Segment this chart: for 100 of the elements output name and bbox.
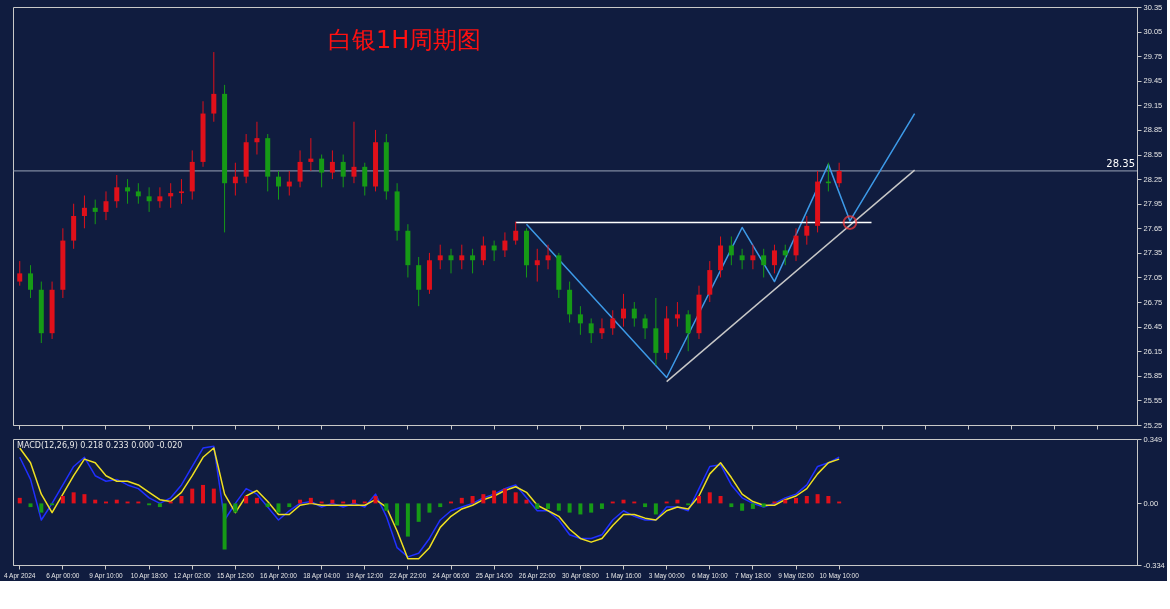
candlestick [793,227,799,262]
bar [556,503,561,511]
candlestick [329,149,335,180]
candlestick [125,178,131,205]
candlestick [599,317,605,340]
bar [17,497,22,504]
bar [244,496,249,504]
candlestick [685,309,691,352]
candlestick [81,195,87,229]
bar [276,503,281,513]
bar [578,503,583,515]
bar [373,496,378,504]
candlestick [728,235,734,266]
bar [438,503,443,508]
candlestick [631,301,637,328]
candlestick [437,244,443,270]
candlestick [103,190,109,221]
bar [718,496,723,504]
bar [643,503,648,508]
text: 白银1H周期图 [328,26,482,54]
bar [179,496,184,504]
bar [201,484,206,504]
bar [405,503,410,537]
candlestick [92,199,98,225]
candlestick [771,244,777,274]
bar [459,497,464,504]
bar [254,497,259,504]
candlestick [168,182,174,209]
candlestick [448,248,454,274]
bar [71,492,76,504]
bar [39,503,44,513]
candlestick [276,170,281,201]
bar [750,503,755,509]
candlestick [28,264,34,299]
bar [589,503,594,513]
candlestick [470,248,476,274]
bar [729,503,734,508]
candlestick [750,244,756,270]
candlestick [621,293,627,328]
candlestick [642,313,648,340]
candlestick [362,162,368,197]
bar [287,503,292,508]
bar [82,494,87,504]
candlestick [351,121,357,184]
chart-title: MACD(12,26,9) 0.218 0.233 0.000 -0.020 [17,441,183,450]
candlestick [804,215,810,246]
bar [740,503,745,511]
candlestick [459,244,465,270]
candlestick [502,231,508,258]
bar [599,503,604,509]
bar [395,503,400,526]
bar [826,496,831,504]
bar [804,496,809,504]
candlestick [761,248,767,278]
candlestick [114,174,120,209]
candlestick [340,154,346,188]
bar [815,494,820,504]
candlestick [836,162,842,188]
bar [28,503,33,508]
bar [502,488,507,504]
candlestick [610,309,616,336]
candlestick [534,248,540,283]
bar [546,503,551,509]
bar [707,492,712,504]
bar [696,496,701,504]
line-series [525,112,916,379]
bar [794,497,799,504]
bar [190,488,195,504]
ref-line-label: 28.35 [1106,157,1135,169]
candlestick [254,121,260,156]
bar [492,490,497,504]
bar [211,488,216,504]
bar [567,503,572,513]
bar [265,503,270,508]
bar [384,503,389,511]
candlestick [513,221,519,246]
candlestick [17,260,23,287]
bar [481,494,486,504]
candlestick [782,244,788,266]
candlestick [319,154,325,188]
candlestick [157,186,163,209]
candlestick [739,248,745,270]
bar [535,503,540,509]
candlestick [211,51,217,123]
bar [470,496,475,504]
bar [308,497,313,504]
candlestick [146,186,152,213]
bar [60,496,65,504]
bar [427,503,432,513]
bar [222,503,227,550]
candlestick [588,317,594,344]
candlestick [545,244,551,270]
bar [761,503,766,508]
candlestick [674,301,680,328]
bar [157,503,162,508]
candlestick [232,162,238,197]
candlestick [308,137,314,172]
bar [653,503,658,515]
candlestick [577,305,583,336]
candlestick [178,178,184,205]
